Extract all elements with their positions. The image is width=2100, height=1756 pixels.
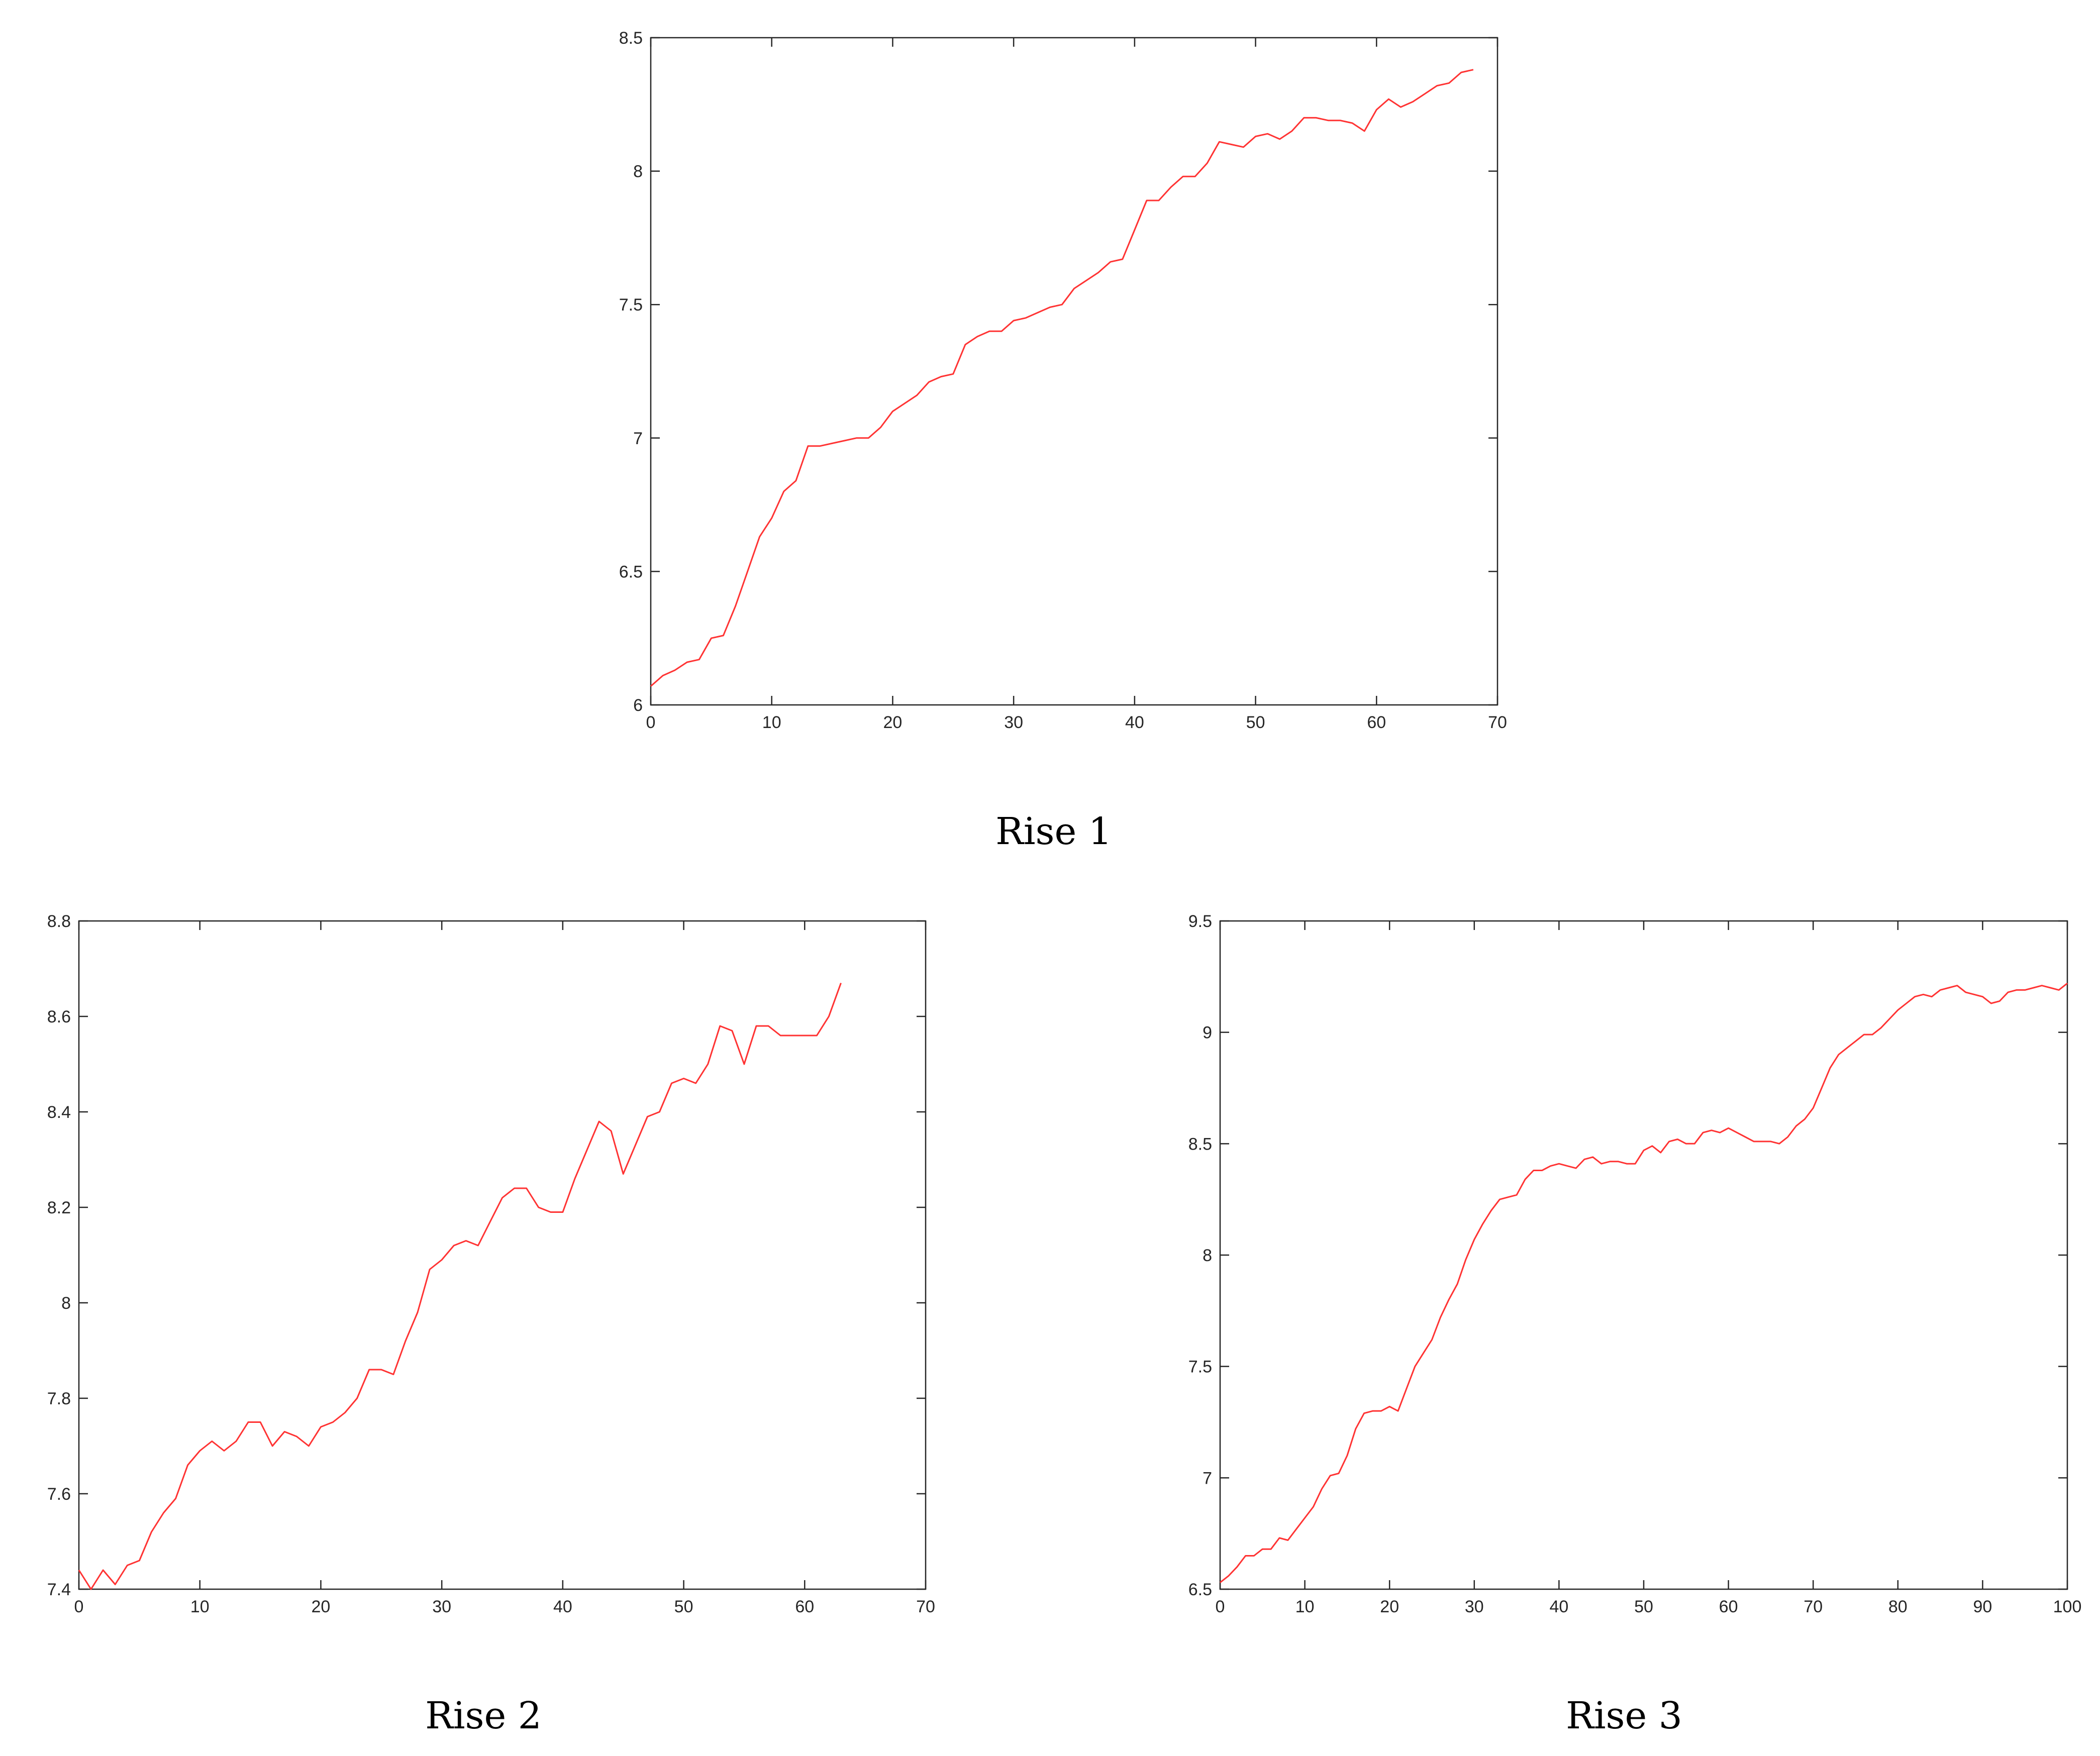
x-tick-label: 30 [1465,1597,1484,1616]
plot-frame [1219,920,2068,1590]
caption-rise-3: Rise 3 [1566,1694,1682,1737]
x-tick-label: 60 [1367,713,1386,732]
x-tick-label: 50 [1246,713,1265,732]
y-tick-label: 7.8 [47,1389,71,1408]
x-tick-label: 0 [646,713,656,732]
y-tick-label: 8 [61,1294,71,1313]
x-tick-label: 0 [74,1597,84,1616]
x-tick-label: 70 [1488,713,1507,732]
y-tick-label: 7 [633,429,643,448]
x-tick-label: 80 [1888,1597,1908,1616]
series-line [78,982,842,1590]
x-tick-label: 100 [2053,1597,2082,1616]
x-tick-label: 50 [1634,1597,1653,1616]
y-tick-label: 6.5 [1188,1580,1212,1599]
x-tick-label: 30 [432,1597,451,1616]
x-tick-label: 10 [190,1597,210,1616]
x-tick-label: 40 [553,1597,572,1616]
y-tick-label: 9.5 [1188,912,1212,931]
x-tick-label: 10 [762,713,781,732]
series-line [1220,982,2068,1583]
y-tick-label: 8.4 [47,1103,71,1122]
x-tick-label: 90 [1973,1597,1992,1616]
y-tick-label: 8.5 [619,29,643,48]
x-tick-label: 10 [1295,1597,1315,1616]
x-tick-label: 50 [674,1597,693,1616]
y-tick-label: 8.2 [47,1198,71,1217]
y-tick-label: 6.5 [619,562,643,581]
y-tick-label: 7.5 [619,295,643,315]
chart-rise-1: 0 10 20 30 40 50 60 70 6 6.5 7 7.5 8 8.5 [619,29,1507,732]
plot-frame [78,920,927,1590]
series-line [650,69,1474,687]
y-tick-label: 7.4 [47,1580,71,1599]
y-tick-label: 8.8 [47,912,71,931]
x-tick-label: 20 [1380,1597,1399,1616]
x-tick-label: 20 [883,713,903,732]
x-tick-label: 40 [1549,1597,1568,1616]
y-tick-label: 7.5 [1188,1358,1212,1377]
y-tick-label: 8 [1203,1246,1212,1265]
chart-rise-2: 0 10 20 30 40 50 60 70 7.4 7.6 7.8 8 8.2 8.4 8.6 8.8 [47,912,935,1616]
chart-rise-3: 0 10 20 30 40 50 60 70 80 90 100 6.5 7 7.5 8 8.5 9 9.5 [1188,912,2082,1616]
x-tick-label: 30 [1004,713,1023,732]
y-tick-label: 8.6 [47,1007,71,1026]
y-tick-label: 7 [1203,1469,1212,1488]
y-tick-label: 9 [1203,1023,1212,1043]
x-tick-label: 40 [1125,713,1144,732]
x-tick-label: 70 [1804,1597,1823,1616]
caption-rise-2: Rise 2 [425,1694,542,1737]
y-tick-label: 7.6 [47,1485,71,1504]
y-tick-label: 8.5 [1188,1134,1212,1154]
x-tick-label: 70 [916,1597,935,1616]
caption-rise-1: Rise 1 [995,810,1112,853]
x-tick-label: 60 [795,1597,814,1616]
plot-frame [650,37,1498,706]
x-tick-label: 0 [1216,1597,1225,1616]
x-tick-label: 20 [312,1597,331,1616]
y-tick-label: 8 [633,162,643,181]
y-tick-label: 6 [633,696,643,715]
x-tick-label: 60 [1719,1597,1738,1616]
